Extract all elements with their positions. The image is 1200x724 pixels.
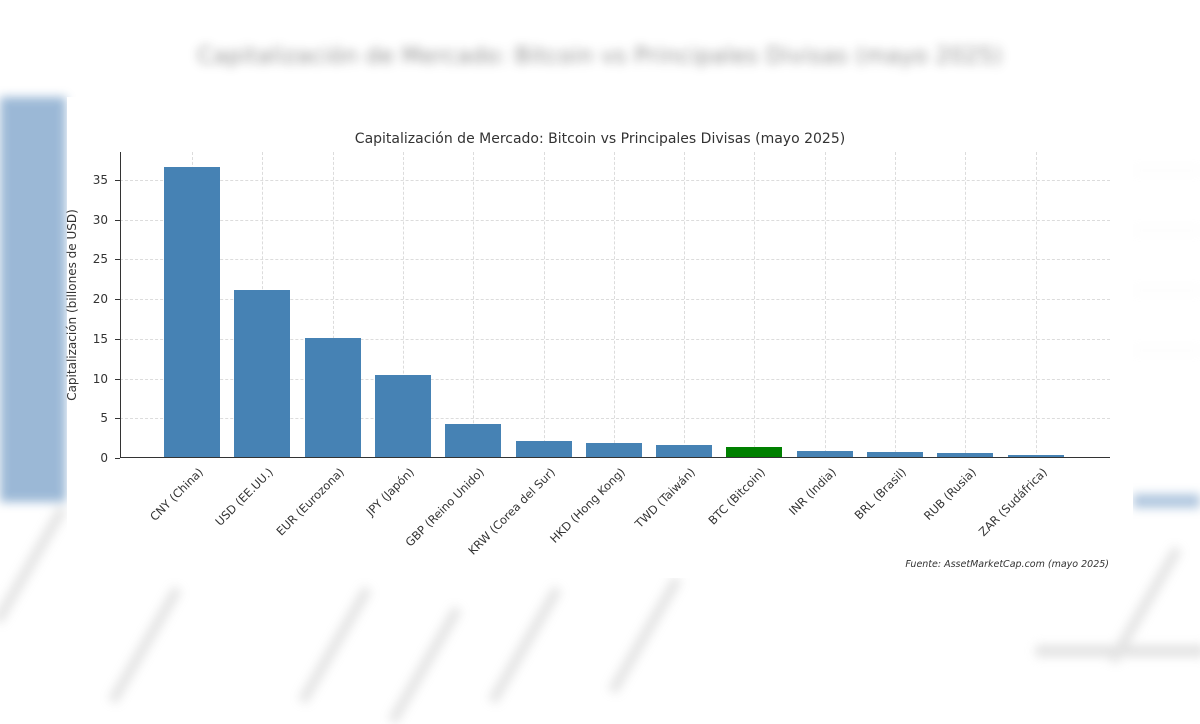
y-axis — [120, 152, 121, 458]
y-tick: 5 — [100, 411, 120, 425]
gridline-vertical — [613, 152, 615, 458]
gridline-vertical — [543, 152, 545, 458]
y-tick-label: 5 — [100, 411, 108, 426]
y-tick-label: 35 — [92, 172, 108, 187]
y-tick-label: 30 — [92, 212, 108, 227]
y-tick: 25 — [93, 252, 120, 266]
gridline-horizontal — [120, 418, 1110, 420]
plot-area: Capitalización (billones de USD) 0 5 10 15 2… — [65, 152, 1110, 558]
gridline-horizontal — [120, 338, 1110, 340]
gridline-vertical — [1035, 152, 1037, 458]
blurred-bar — [1133, 494, 1200, 508]
y-tick: 0 — [100, 451, 120, 465]
gridline-vertical — [402, 152, 404, 458]
bar — [374, 374, 431, 458]
x-tick-label: CNY (China) — [147, 465, 206, 524]
blurred-label — [608, 576, 682, 694]
blurred-gridline — [1133, 350, 1200, 351]
y-tick: 35 — [93, 173, 120, 187]
blurred-label — [108, 586, 182, 704]
blurred-gridline — [1133, 290, 1200, 291]
blurred-gridline — [1133, 230, 1200, 231]
x-tick-label: BTC (Bitcoin) — [705, 465, 769, 528]
bar — [304, 338, 361, 458]
bar — [867, 452, 923, 458]
bar — [796, 450, 853, 458]
y-tick: 15 — [93, 332, 120, 346]
bar — [515, 440, 572, 458]
y-tick-label: 25 — [92, 252, 108, 267]
y-tick: 20 — [93, 292, 120, 306]
y-tick-label: 15 — [92, 331, 108, 346]
x-tick-label: RUB (Rusia) — [921, 465, 980, 523]
y-tick-label: 20 — [92, 292, 108, 307]
blurred-gridline — [1133, 170, 1200, 171]
bar — [937, 452, 994, 458]
gridline-horizontal — [120, 378, 1110, 380]
gridline-horizontal — [120, 219, 1110, 221]
gridline-vertical — [895, 152, 896, 458]
chart-card: Capitalización de Mercado: Bitcoin vs Pr… — [65, 97, 1133, 578]
x-tick-label: TWD (Taiwán) — [632, 465, 698, 531]
x-tick-label: BRL (Brasil) — [851, 465, 909, 523]
y-tick-label: 10 — [92, 371, 108, 386]
chart-title: Capitalización de Mercado: Bitcoin vs Pr… — [354, 131, 846, 147]
gridline-horizontal — [120, 179, 1110, 181]
bar — [585, 442, 642, 458]
bar-highlight — [726, 446, 783, 458]
y-axis-label: Capitalización (billones de USD) — [65, 209, 79, 401]
x-tick-label: USD (EE.UU.) — [212, 465, 277, 529]
gridline-vertical — [824, 152, 826, 458]
blurred-bar — [0, 97, 66, 502]
bar — [656, 445, 713, 458]
gridline-horizontal — [120, 259, 1110, 261]
gridline-vertical — [754, 152, 756, 458]
y-tick-label: 0 — [100, 451, 108, 465]
bar — [164, 167, 220, 458]
y-tick: 30 — [93, 213, 120, 227]
gridline-vertical — [473, 152, 475, 458]
gridline-vertical — [332, 152, 334, 458]
blurred-title: Capitalización de Mercado: Bitcoin vs Pr… — [197, 44, 1003, 69]
blurred-label — [488, 586, 562, 704]
blurred-footer — [1035, 645, 1200, 657]
x-tick-label: EUR (Eurozona) — [273, 465, 347, 539]
source-annotation: Fuente: AssetMarketCap.com (mayo 2025) — [905, 559, 1109, 570]
gridline-vertical — [684, 152, 686, 458]
blurred-label — [298, 586, 372, 704]
x-axis — [120, 456, 1110, 458]
x-tick-label: HKD (Hong Kong) — [546, 465, 628, 546]
x-tick-label: JPY (Japón) — [363, 465, 417, 519]
blurred-label — [0, 506, 67, 624]
blurred-label — [388, 606, 462, 724]
x-tick-label: ZAR (Sudáfrica) — [975, 465, 1050, 540]
gridline-horizontal — [120, 299, 1110, 301]
x-tick-label: INR (India) — [785, 465, 839, 518]
blurred-background: Capitalización de Mercado: Bitcoin vs Pr… — [0, 44, 1200, 724]
y-tick: 10 — [93, 372, 120, 386]
gridline-vertical — [965, 152, 967, 458]
bar — [234, 290, 291, 458]
bar — [1007, 454, 1064, 458]
bar — [445, 423, 502, 458]
